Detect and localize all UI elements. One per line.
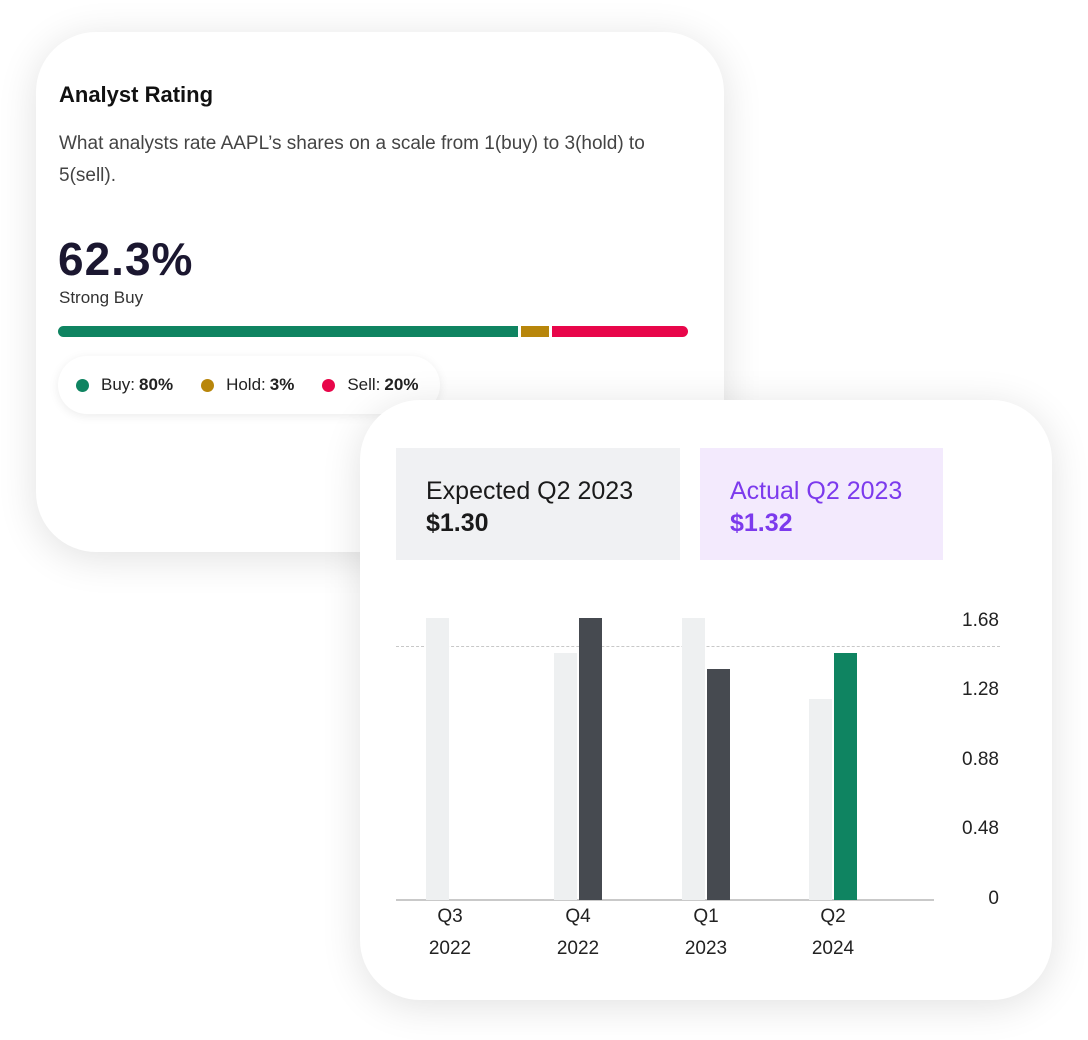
eps-bar-chart: Q3 2022 Q4 2022 Q1 2023 Q2 2024 1.68 1.28 0.88 0.48…: [360, 400, 1052, 1000]
actual-eps-box: Actual Q2 2023 $1.32: [700, 448, 943, 560]
x-axis-quarter: Q1: [693, 906, 719, 927]
actual-value: $1.32: [730, 509, 793, 537]
x-axis-label: Q2 2024: [793, 901, 873, 965]
x-axis-quarter: Q2: [820, 906, 846, 927]
legend-value: 20%: [384, 375, 419, 394]
bar-actual[interactable]: [834, 652, 857, 900]
x-axis-label: Q3 2022: [410, 901, 490, 965]
y-axis-tick-label: 1.68: [962, 610, 999, 631]
x-axis-baseline: [396, 899, 934, 901]
legend-value: 80%: [139, 375, 174, 394]
bar-expected[interactable]: [809, 699, 832, 900]
bar-expected[interactable]: [554, 652, 577, 900]
legend-dot-icon: [201, 378, 215, 392]
x-axis-quarter: Q4: [565, 906, 591, 927]
bar-expected[interactable]: [426, 617, 449, 900]
legend-dot-icon: [76, 378, 89, 392]
y-axis-tick-label: 0.48: [962, 818, 999, 839]
expected-label: Expected Q2 2023: [426, 477, 634, 505]
card-description: What analysts rate AAPL’s shares on a sc…: [59, 133, 645, 186]
legend-label: Buy:: [101, 375, 136, 394]
legend-item: Sell: 20%: [322, 375, 418, 395]
x-axis-label: Q4 2022: [538, 901, 618, 965]
card-title: Analyst Rating: [59, 82, 214, 107]
rating-legend: Buy: 80% Hold: 3% Sell: 20%: [58, 356, 441, 414]
y-axis-tick-label: 1.28: [962, 679, 999, 700]
rating-label: Strong Buy: [59, 288, 144, 307]
rating-distribution-bar: [58, 326, 694, 337]
x-axis-label: Q1 2023: [666, 901, 746, 965]
expected-eps-box: Expected Q2 2023 $1.30: [396, 448, 680, 560]
legend-label: Hold:: [226, 375, 266, 394]
expected-value: $1.30: [426, 509, 489, 537]
x-axis-year: 2024: [811, 938, 855, 959]
bar-segment-sell: [552, 326, 688, 337]
bar-actual[interactable]: [579, 617, 602, 900]
bar-expected[interactable]: [682, 617, 705, 900]
rating-percentage: 62.3%: [58, 233, 194, 285]
y-axis-tick-label: 0: [988, 888, 999, 909]
bar-segment-buy: [58, 326, 518, 337]
x-axis-quarter: Q3: [437, 906, 463, 927]
x-axis-year: 2022: [556, 938, 600, 959]
legend-item: Hold: 3%: [201, 375, 294, 395]
bar-actual[interactable]: [707, 669, 730, 900]
legend-item: Buy: 80%: [76, 375, 173, 395]
bar-segment-hold: [520, 326, 550, 337]
legend-dot-icon: [322, 378, 336, 392]
y-axis-tick-label: 0.88: [962, 749, 999, 770]
eps-card: Expected Q2 2023 $1.30 Actual Q2 2023 $1…: [360, 400, 1052, 1000]
actual-label: Actual Q2 2023: [730, 477, 903, 505]
legend-label: Sell:: [347, 375, 381, 394]
x-axis-year: 2023: [684, 938, 728, 959]
x-axis-year: 2022: [428, 938, 472, 959]
legend-value: 3%: [269, 375, 295, 394]
